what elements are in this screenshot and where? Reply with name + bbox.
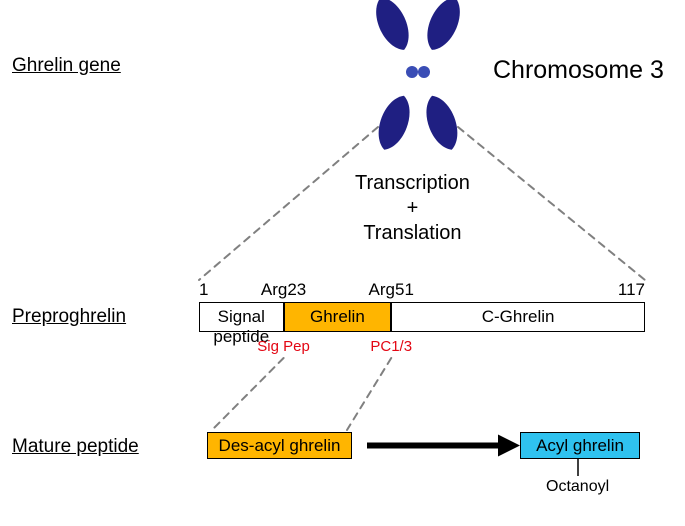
segment-c-ghrelin: C-Ghrelin: [391, 302, 645, 332]
acyl-ghrelin-box: Acyl ghrelin: [520, 432, 640, 459]
chromosome-label: Chromosome 3: [493, 56, 664, 85]
des-acyl-ghrelin-box: Des-acyl ghrelin: [207, 432, 352, 459]
residue-label: Arg23: [256, 280, 312, 300]
stage-label-gene: Ghrelin gene: [12, 55, 121, 77]
des-acyl-ghrelin-label: Des-acyl ghrelin: [219, 436, 341, 456]
stage-label-mature: Mature peptide: [12, 436, 139, 458]
cleavage-label: PC1/3: [363, 338, 419, 355]
octanoyl-label: Octanoyl: [546, 478, 609, 496]
segment-label-ghrelin: Ghrelin: [285, 307, 391, 327]
residue-label: 1: [199, 280, 208, 300]
acyl-ghrelin-label: Acyl ghrelin: [536, 436, 624, 456]
segment-label-c-ghrelin: C-Ghrelin: [392, 307, 644, 327]
maturation-arrow: [367, 435, 520, 457]
cleavage-label: Sig Pep: [256, 338, 312, 355]
segment-signal-peptide: Signal peptide: [199, 302, 284, 332]
residue-label: 117: [615, 280, 645, 300]
stage-label-prepro: Preproghrelin: [12, 306, 126, 328]
segment-ghrelin: Ghrelin: [284, 302, 392, 332]
chromosome-icon: [368, 0, 467, 154]
process-label: Transcription+Translation: [355, 171, 470, 246]
residue-label: Arg51: [363, 280, 419, 300]
